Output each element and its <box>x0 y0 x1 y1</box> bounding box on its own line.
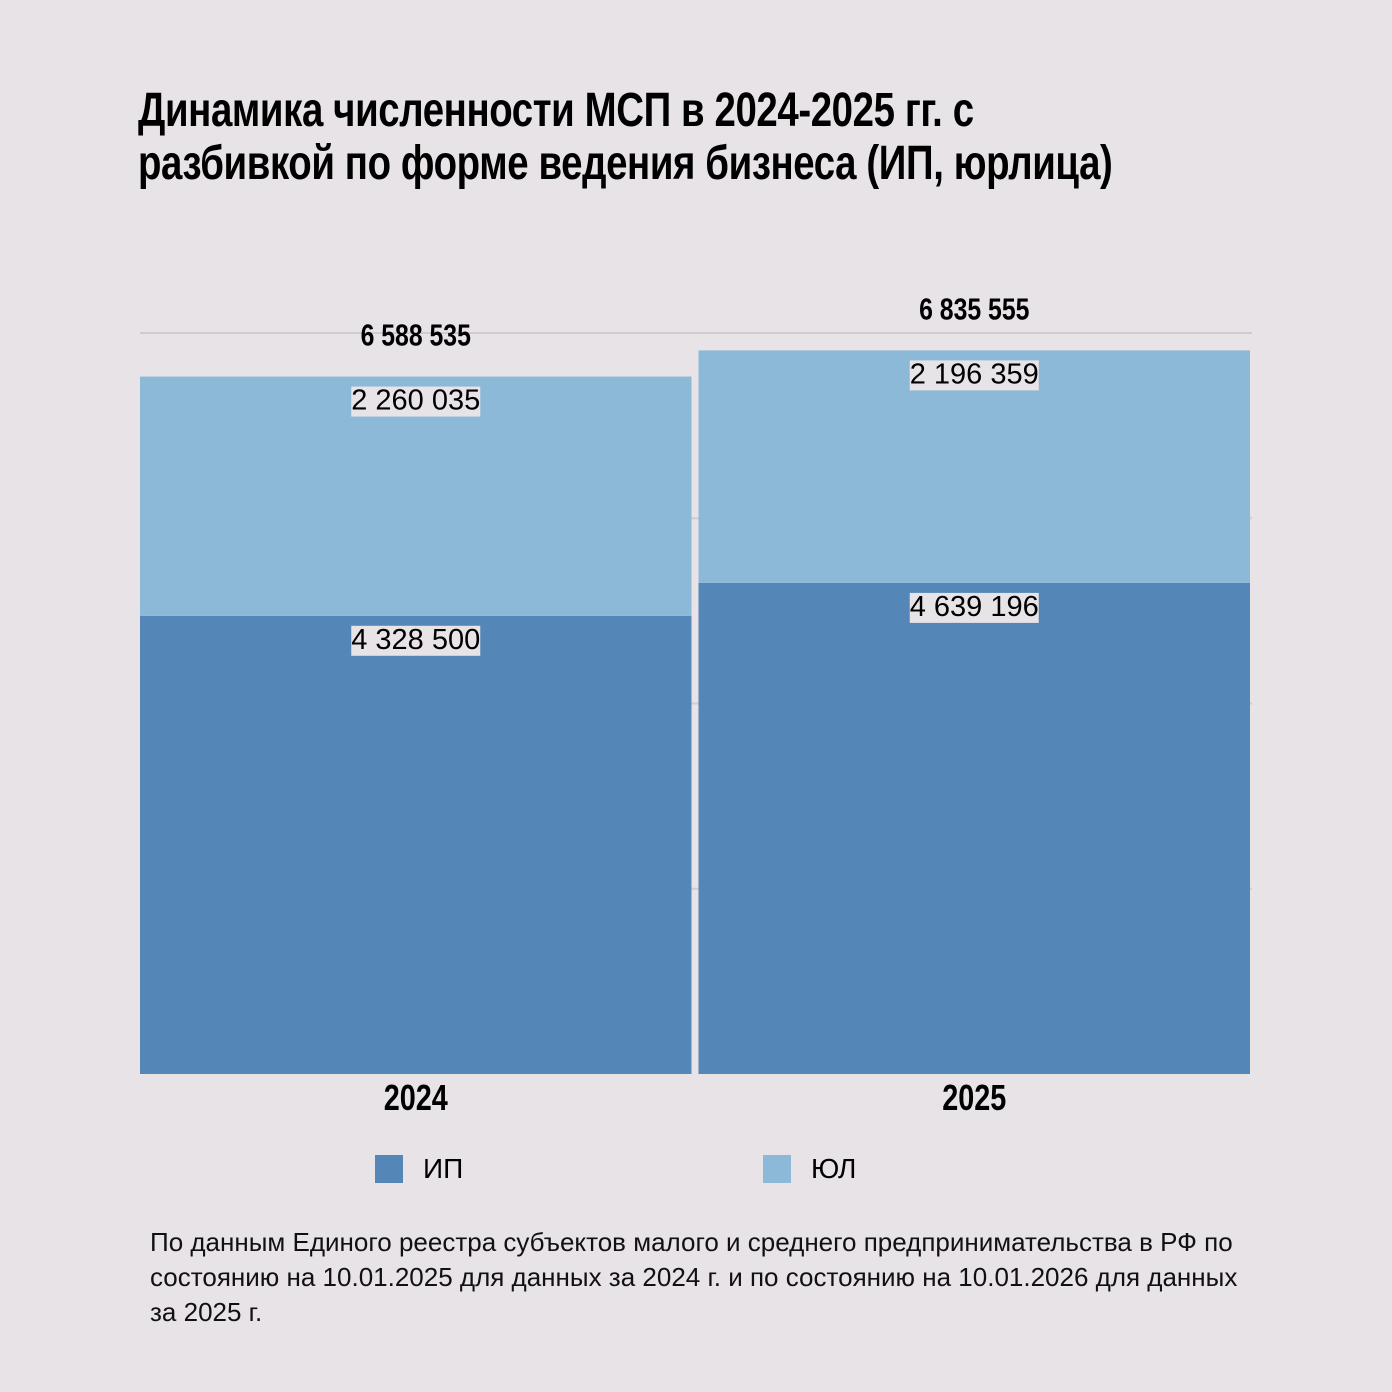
x-tick-label-2025: 2025 <box>942 1077 1006 1118</box>
data-label-background <box>909 592 1039 623</box>
legend-label-ul: ЮЛ <box>811 1153 857 1184</box>
data-label-background <box>351 625 481 656</box>
data-label-ip-2025: 4 639 196 <box>910 591 1039 623</box>
legend-swatch-ip <box>375 1155 403 1183</box>
legend-item-ip: ИП <box>375 1153 463 1185</box>
data-label-ul-2024: 2 260 035 <box>351 385 480 417</box>
data-label-ul-2025: 2 196 359 <box>910 358 1039 390</box>
chart-title: Динамика численности МСП в 2024-2025 гг.… <box>138 84 1113 190</box>
legend-item-ul: ЮЛ <box>763 1153 856 1185</box>
data-label-ip-2024: 4 328 500 <box>351 624 480 656</box>
data-label-background <box>351 386 481 417</box>
bar-ip-2025 <box>698 582 1250 1074</box>
source-note: По данным Единого реестра субъектов мало… <box>150 1227 1238 1327</box>
legend-label-ip: ИП <box>423 1153 464 1184</box>
x-tick-label-2024: 2024 <box>384 1077 448 1118</box>
total-label-2024: 6 588 535 <box>361 318 471 352</box>
stacked-bar-chart: 6 588 535 2024 6 835 555 2025 4 328 500 2 260… <box>140 292 1252 1118</box>
bar-ip-2024 <box>140 615 692 1074</box>
legend-swatch-ul <box>763 1155 791 1183</box>
total-label-2025: 6 835 555 <box>919 292 1029 326</box>
data-label-background <box>909 360 1039 391</box>
